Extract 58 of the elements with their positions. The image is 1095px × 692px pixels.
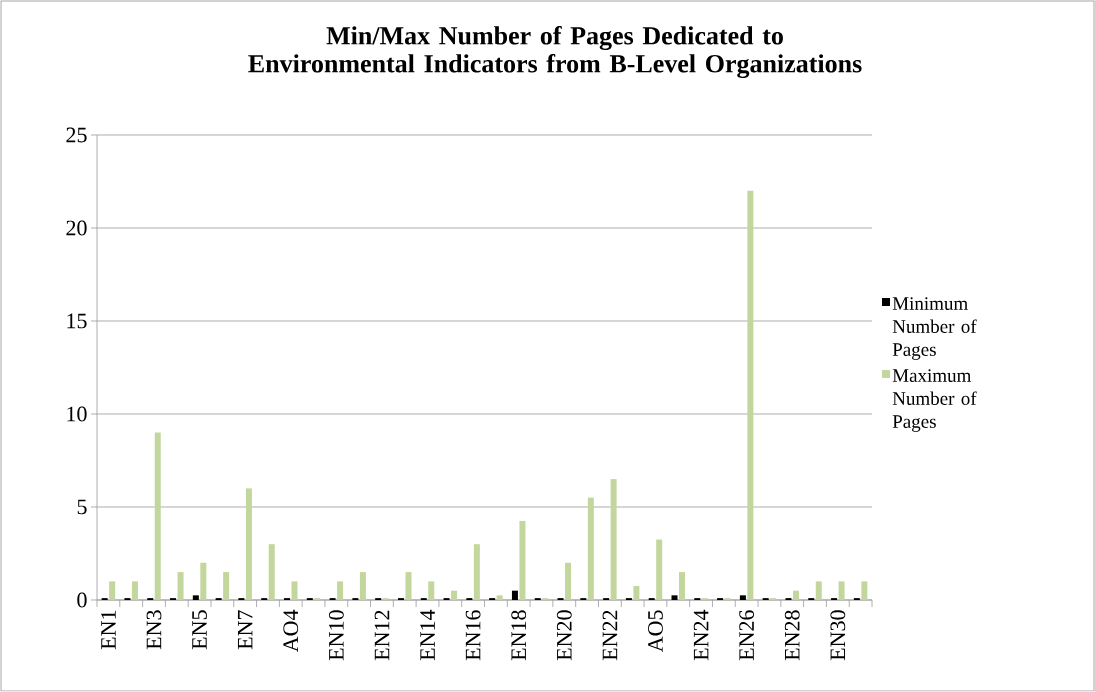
x-tick-label: EN22: [602, 610, 618, 661]
bar: [200, 562, 207, 600]
bar: [154, 432, 161, 600]
y-tick-label: 0: [77, 592, 87, 608]
bar: [337, 581, 344, 600]
x-tick-label: EN12: [374, 610, 390, 661]
bar: [587, 497, 594, 600]
bar: [656, 539, 663, 600]
bar: [359, 572, 366, 600]
bar: [268, 544, 275, 600]
bar: [192, 595, 199, 600]
x-tick-label: EN24: [693, 609, 709, 661]
x-tick-label: EN7: [237, 610, 253, 650]
bar: [747, 190, 754, 600]
bar: [792, 590, 799, 600]
bar: [451, 590, 458, 600]
x-tick-label: AO5: [648, 610, 663, 653]
bar: [633, 586, 640, 600]
x-tick-label: EN26: [739, 610, 755, 661]
bar: [496, 595, 503, 600]
bar: [177, 572, 184, 600]
bar: [565, 562, 572, 600]
x-tick-label: EN16: [465, 610, 481, 661]
x-tick-label: EN18: [511, 610, 527, 661]
x-tick-label: EN5: [192, 610, 207, 650]
legend-label: Maximum Number of Pages: [892, 369, 977, 432]
bar: [291, 581, 298, 600]
y-tick-label: 10: [67, 406, 87, 422]
bar: [679, 572, 686, 600]
chart-title: Min/Max Number of Pages Dedicated to Environmental Indicators from B-Level Organizations: [248, 25, 862, 79]
x-tick-label: EN10: [328, 610, 344, 661]
x-tick-label: AO4: [283, 609, 299, 653]
x-tick-label: EN1: [101, 610, 116, 650]
bar: [671, 595, 678, 600]
bar: [519, 520, 526, 600]
bar: [511, 590, 518, 600]
x-tick-label: EN14: [420, 609, 435, 661]
bar: [245, 488, 252, 600]
bar: [223, 572, 230, 600]
legend-label: Minimum Number of Pages: [892, 297, 977, 360]
x-tick-label: EN30: [830, 610, 846, 661]
y-tick-label: 5: [77, 499, 87, 515]
y-tick-label: 25: [66, 127, 87, 143]
y-tick-label: 20: [66, 220, 87, 236]
x-tick-label: EN3: [146, 610, 162, 650]
bar: [131, 581, 138, 600]
bar: [109, 581, 116, 600]
bar: [473, 544, 480, 600]
bar: [861, 581, 868, 600]
bar: [610, 479, 617, 600]
x-tick-label: EN20: [556, 610, 572, 661]
bar: [428, 581, 435, 600]
bar: [739, 595, 746, 600]
bar: [815, 581, 822, 600]
bar: [838, 581, 845, 600]
y-tick-label: 15: [67, 313, 87, 329]
x-tick-label: EN28: [784, 610, 800, 661]
bar: [405, 572, 412, 600]
